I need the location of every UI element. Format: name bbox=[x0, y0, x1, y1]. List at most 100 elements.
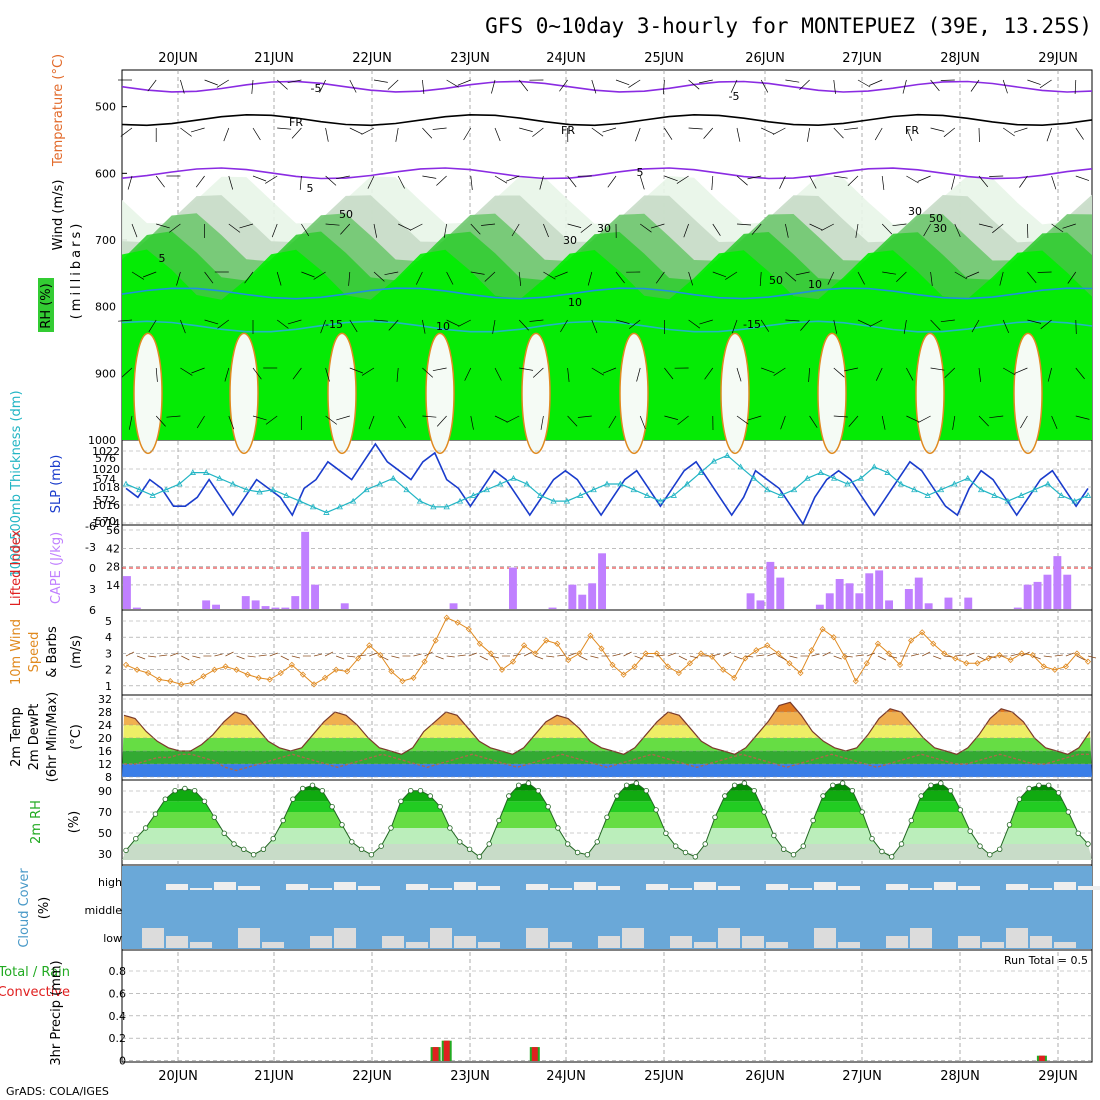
wind-barb-1-28 bbox=[807, 127, 810, 142]
cape-bar-91 bbox=[1023, 584, 1032, 609]
wind-y-tick-2: 3 bbox=[105, 647, 112, 660]
rh-point-27 bbox=[388, 825, 394, 831]
wind-barb-3-0 bbox=[131, 223, 138, 238]
rh-point-80 bbox=[908, 817, 914, 824]
thickness-point-18 bbox=[363, 486, 370, 493]
wind-barb-0-12 bbox=[422, 79, 425, 94]
thickness-point-12 bbox=[283, 492, 290, 498]
wind-point-44 bbox=[609, 661, 616, 668]
dewpoint-line bbox=[124, 753, 1090, 772]
isotherm-label-19: 50 bbox=[339, 208, 353, 221]
chart-title: GFS 0~10day 3-hourly for MONTEPUEZ (39E,… bbox=[485, 14, 1092, 38]
wind-barb-4-28 bbox=[795, 271, 810, 276]
cloud-low-11 bbox=[406, 942, 428, 948]
wind-barb-4-20 bbox=[615, 271, 625, 284]
rh-band-4 bbox=[122, 249, 1092, 440]
wind-point-15 bbox=[288, 661, 295, 668]
wind-barb-1-2 bbox=[180, 127, 192, 137]
surface-barb-15 bbox=[291, 655, 300, 659]
rh-point-38 bbox=[496, 817, 502, 824]
wind-barb-0-36 bbox=[1002, 79, 1008, 94]
surface-barb-65 bbox=[844, 655, 853, 658]
wind-barb-4-5 bbox=[244, 271, 254, 284]
cape-y-tick-2: 28 bbox=[106, 561, 120, 574]
rh-band-fill-0 bbox=[122, 844, 1092, 860]
wind-point-25 bbox=[399, 678, 406, 685]
wind-barb-5-9 bbox=[349, 319, 358, 333]
cloud-low-1 bbox=[166, 936, 188, 948]
thickness-point-37 bbox=[617, 480, 624, 487]
wind-barb-5-29 bbox=[833, 319, 838, 334]
thickness-point-30 bbox=[523, 480, 531, 487]
cape-bar-39 bbox=[509, 567, 517, 609]
wind-barb-1-20 bbox=[602, 127, 617, 133]
wind-barb-0-27 bbox=[785, 79, 800, 83]
cape-bar-46 bbox=[578, 594, 587, 609]
cape-bar-9 bbox=[212, 604, 220, 609]
wind-barb-0-35 bbox=[970, 79, 980, 92]
li-y-tick-3: 3 bbox=[89, 583, 96, 596]
wind-barb-6-0 bbox=[121, 367, 133, 378]
temp-label-2: 2m DewPt bbox=[27, 704, 42, 771]
wind-barb-0-33 bbox=[930, 79, 940, 92]
wind-barb-1-6 bbox=[277, 127, 292, 130]
thickness-point-2 bbox=[149, 492, 156, 498]
slp-y-tick-4: 1014 bbox=[92, 517, 120, 530]
rh-point-2 bbox=[142, 825, 149, 831]
temp-label-3: (6hr Min/Max) bbox=[45, 692, 60, 782]
rh-y-tick-1: 70 bbox=[98, 806, 112, 819]
surface-barb-53 bbox=[711, 653, 721, 657]
cape-bar-72 bbox=[835, 579, 844, 609]
wind-barb-1-38 bbox=[1046, 127, 1052, 142]
thickness-point-56 bbox=[871, 463, 878, 470]
wind-barb-1-27 bbox=[772, 127, 786, 135]
surface-barb-80 bbox=[1010, 653, 1019, 657]
temp-band-1 bbox=[122, 751, 1092, 764]
rh-point-51 bbox=[623, 782, 630, 788]
wind-point-60 bbox=[786, 660, 793, 667]
cloud-low-2 bbox=[190, 942, 212, 948]
wind-barb-6-13 bbox=[432, 367, 447, 372]
thickness-point-65 bbox=[991, 492, 998, 498]
cloud-high-21 bbox=[646, 884, 668, 890]
wind-barb-4-24 bbox=[712, 271, 727, 278]
isotherm-label-13: 30 bbox=[597, 222, 611, 235]
wind-barb-5-0 bbox=[118, 319, 133, 322]
wind-barb-6-25 bbox=[736, 367, 742, 382]
isotherm-label-12: 10 bbox=[568, 296, 582, 309]
wind-speed-line bbox=[125, 617, 1089, 686]
cloud-high-19 bbox=[598, 886, 620, 890]
slp-label: SLP (mb) bbox=[49, 455, 64, 514]
cloud-low-36 bbox=[1006, 928, 1028, 948]
day-label-top-7: 27JUN bbox=[842, 51, 882, 66]
rh-point-50 bbox=[614, 793, 620, 799]
wind-point-14 bbox=[277, 669, 284, 677]
wind-barb-4-17 bbox=[543, 271, 556, 280]
cloud-high-27 bbox=[790, 888, 812, 890]
wind-point-21 bbox=[355, 655, 362, 662]
wind-barb-1-8 bbox=[325, 127, 329, 142]
temp-y-tick-2: 24 bbox=[98, 719, 112, 732]
wind-label-1: 10m Wind bbox=[9, 619, 24, 685]
wind-barb-3-15 bbox=[481, 223, 496, 226]
wind-barb-4-32 bbox=[896, 271, 907, 282]
wind-barb-6-22 bbox=[664, 367, 674, 380]
wind-barb-3-17 bbox=[543, 223, 549, 238]
wind-barb-7-33 bbox=[918, 415, 931, 423]
cape-bar-95 bbox=[1063, 574, 1072, 609]
day-label-top-8: 28JUN bbox=[940, 51, 980, 66]
cloud-high-16 bbox=[526, 884, 548, 890]
rh-point-0 bbox=[123, 847, 129, 854]
wind-point-83 bbox=[1040, 663, 1047, 670]
wind-barb-4-34 bbox=[954, 271, 968, 280]
wind-barb-6-10 bbox=[361, 367, 375, 376]
wind-barb-5-25 bbox=[731, 319, 738, 334]
rh-point-8 bbox=[201, 798, 208, 804]
cape-bar-74 bbox=[855, 593, 864, 609]
wind-barb-1-19 bbox=[591, 127, 604, 137]
thickness-point-58 bbox=[897, 480, 905, 487]
cape-y-tick-1: 42 bbox=[106, 542, 120, 555]
surface-barb-48 bbox=[656, 654, 665, 657]
wind-barb-4-6 bbox=[276, 271, 282, 286]
wind-barb-2-33 bbox=[917, 175, 931, 182]
